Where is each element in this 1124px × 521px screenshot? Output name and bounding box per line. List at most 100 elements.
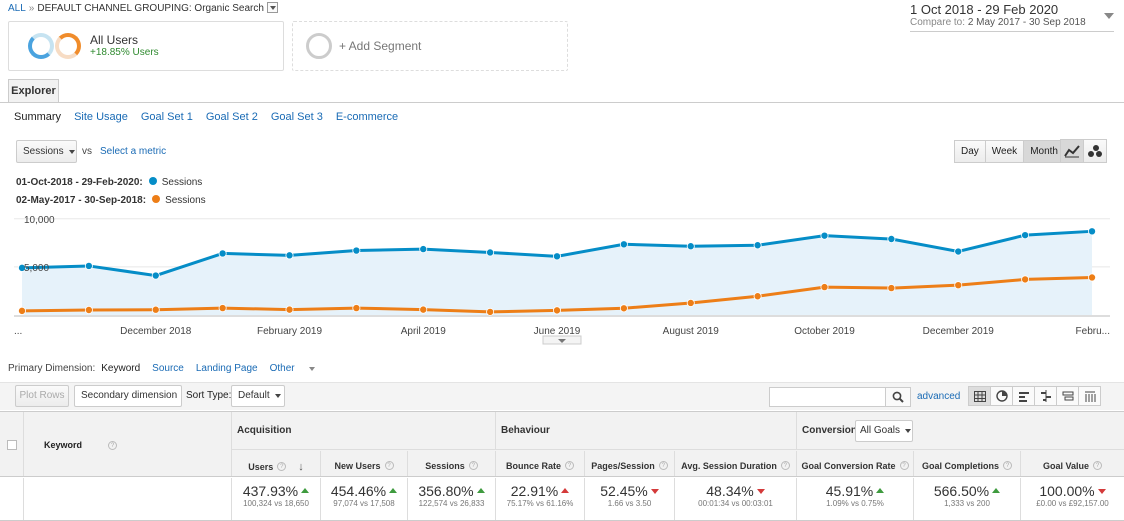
column-header-label: Goal Conversion Rate <box>801 461 896 471</box>
pivot-view-button[interactable] <box>1078 386 1101 406</box>
column-header-new-users[interactable]: New Users? <box>321 451 408 476</box>
data-point <box>352 304 361 313</box>
chevron-down-icon[interactable] <box>308 366 315 374</box>
motion-chart-button[interactable] <box>1083 139 1107 163</box>
help-icon[interactable]: ? <box>565 461 574 471</box>
y-tick-label: 5,000 <box>24 263 49 274</box>
add-segment-button[interactable]: + Add Segment <box>292 21 568 71</box>
column-header-goal-value[interactable]: Goal Value? <box>1021 451 1124 476</box>
breadcrumb: ALL» DEFAULT CHANNEL GROUPING: Organic Se… <box>8 2 278 15</box>
motion-chart-icon <box>1088 145 1102 157</box>
primary-dimension-label: Primary Dimension: <box>8 363 96 374</box>
data-point <box>419 305 428 314</box>
dimension-landing-page[interactable]: Landing Page <box>195 363 258 374</box>
goal-option-select[interactable]: All Goals <box>855 420 913 442</box>
column-header-label: Sessions <box>425 461 465 471</box>
data-view-button[interactable] <box>968 386 991 406</box>
header-checkbox-cell <box>0 412 24 476</box>
line-chart-icon <box>1064 145 1080 158</box>
search-button[interactable] <box>885 387 911 407</box>
metric-select-value: Sessions <box>23 146 64 157</box>
secondary-dimension-label: Secondary dimension <box>81 390 178 401</box>
column-header-bounce-rate[interactable]: Bounce Rate? <box>496 451 585 476</box>
data-point <box>753 241 762 250</box>
data-point <box>486 248 495 257</box>
plot-rows-button[interactable]: Plot Rows <box>15 385 69 407</box>
segment-all-users[interactable]: All Users +18.85% Users <box>8 21 284 71</box>
line-chart-button[interactable] <box>1060 139 1084 163</box>
acquisition-group-header: Acquisition <box>232 412 496 450</box>
total-value: 45.91% <box>825 483 874 499</box>
help-icon[interactable]: ? <box>1003 461 1012 471</box>
tab-explorer[interactable]: Explorer <box>8 79 59 103</box>
data-point <box>820 231 829 240</box>
help-icon[interactable]: ? <box>780 461 790 471</box>
advanced-filter-link[interactable]: advanced <box>917 391 961 402</box>
breadcrumb-dropdown-icon[interactable] <box>266 2 278 13</box>
keyword-header[interactable]: Keyword <box>44 440 83 450</box>
month-button[interactable]: Month <box>1023 140 1065 163</box>
keyword-table: Keyword? Acquisition Behaviour Conversio… <box>0 411 1124 521</box>
select-all-checkbox[interactable] <box>7 440 17 450</box>
help-icon[interactable]: ? <box>384 461 394 471</box>
pivot-icon <box>1062 391 1073 400</box>
chart-type-buttons <box>1060 139 1107 163</box>
subtab-goal-set-1[interactable]: Goal Set 1 <box>140 111 193 123</box>
data-point <box>218 304 227 313</box>
column-header-users[interactable]: Users? ↓ <box>232 451 321 476</box>
chevron-down-icon[interactable] <box>1104 13 1114 24</box>
metric-select[interactable]: Sessions <box>16 140 77 163</box>
help-icon[interactable]: ? <box>108 441 117 450</box>
dimension-source[interactable]: Source <box>152 363 184 374</box>
subtab-ecommerce[interactable]: E-commerce <box>335 111 399 123</box>
column-header-goal-conversion-rate[interactable]: Goal Conversion Rate? <box>797 451 914 476</box>
total-goal-value: 100.00% £0.00 vs £92,157.00 <box>1021 478 1124 520</box>
performance-view-button[interactable] <box>1012 386 1035 406</box>
breadcrumb-all-link[interactable]: ALL <box>8 3 26 15</box>
data-point <box>1021 231 1030 240</box>
columns-icon <box>1084 391 1095 402</box>
column-header-sessions[interactable]: Sessions? <box>408 451 496 476</box>
help-icon[interactable]: ? <box>899 461 909 471</box>
total-comparison: 1,333 vs 200 <box>944 499 990 508</box>
dimension-other[interactable]: Other <box>269 363 295 374</box>
help-icon[interactable]: ? <box>1093 461 1103 471</box>
sessions-line-chart[interactable]: 10,000 5,000... December 2018 February 2019… <box>14 210 1110 345</box>
comparison-view-button[interactable] <box>1034 386 1057 406</box>
table-search-input[interactable] <box>769 387 886 407</box>
term-cloud-view-button[interactable] <box>1056 386 1079 406</box>
x-tick-label: August 2019 <box>663 326 720 337</box>
vs-label: vs <box>82 146 92 157</box>
subtab-site-usage[interactable]: Site Usage <box>74 111 128 123</box>
help-icon[interactable]: ? <box>658 461 668 471</box>
x-tick-label: Febru... <box>1076 326 1110 337</box>
pie-chart-icon <box>995 390 1008 402</box>
column-header-goal-completions[interactable]: Goal Completions? <box>914 451 1021 476</box>
table-toolbar <box>0 382 1124 410</box>
sort-type-select[interactable]: Default <box>231 385 285 407</box>
subtab-goal-set-3[interactable]: Goal Set 3 <box>270 111 323 123</box>
subtab-summary[interactable]: Summary <box>14 111 62 123</box>
column-header-avg-session-duration[interactable]: Avg. Session Duration? <box>675 451 797 476</box>
conversions-label: Conversions <box>802 425 863 436</box>
help-icon[interactable]: ? <box>468 461 478 471</box>
day-button[interactable]: Day <box>954 140 986 163</box>
data-point <box>553 306 562 315</box>
secondary-dimension-select[interactable]: Secondary dimension <box>74 385 182 418</box>
dimension-keyword: Keyword <box>101 363 141 374</box>
breadcrumb-separator: » <box>28 3 35 15</box>
data-point <box>887 284 896 293</box>
total-comparison: 122,574 vs 26,833 <box>418 499 485 508</box>
date-range-picker[interactable]: 1 Oct 2018 - 29 Feb 2020 Compare to: 2 M… <box>910 2 1114 32</box>
segment-ring-compare-icon <box>55 33 81 59</box>
select-metric-link[interactable]: Select a metric <box>100 146 167 157</box>
subtab-goal-set-2[interactable]: Goal Set 2 <box>205 111 258 123</box>
column-header-pages-session[interactable]: Pages/Session? <box>585 451 675 476</box>
sort-descending-icon[interactable]: ↓ <box>298 461 304 473</box>
data-point <box>419 245 428 254</box>
legend-primary-series: Sessions <box>161 177 203 188</box>
help-icon[interactable]: ? <box>277 462 287 472</box>
percentage-view-button[interactable] <box>990 386 1013 406</box>
week-button[interactable]: Week <box>984 140 1025 163</box>
arrow-up-icon <box>389 487 398 493</box>
